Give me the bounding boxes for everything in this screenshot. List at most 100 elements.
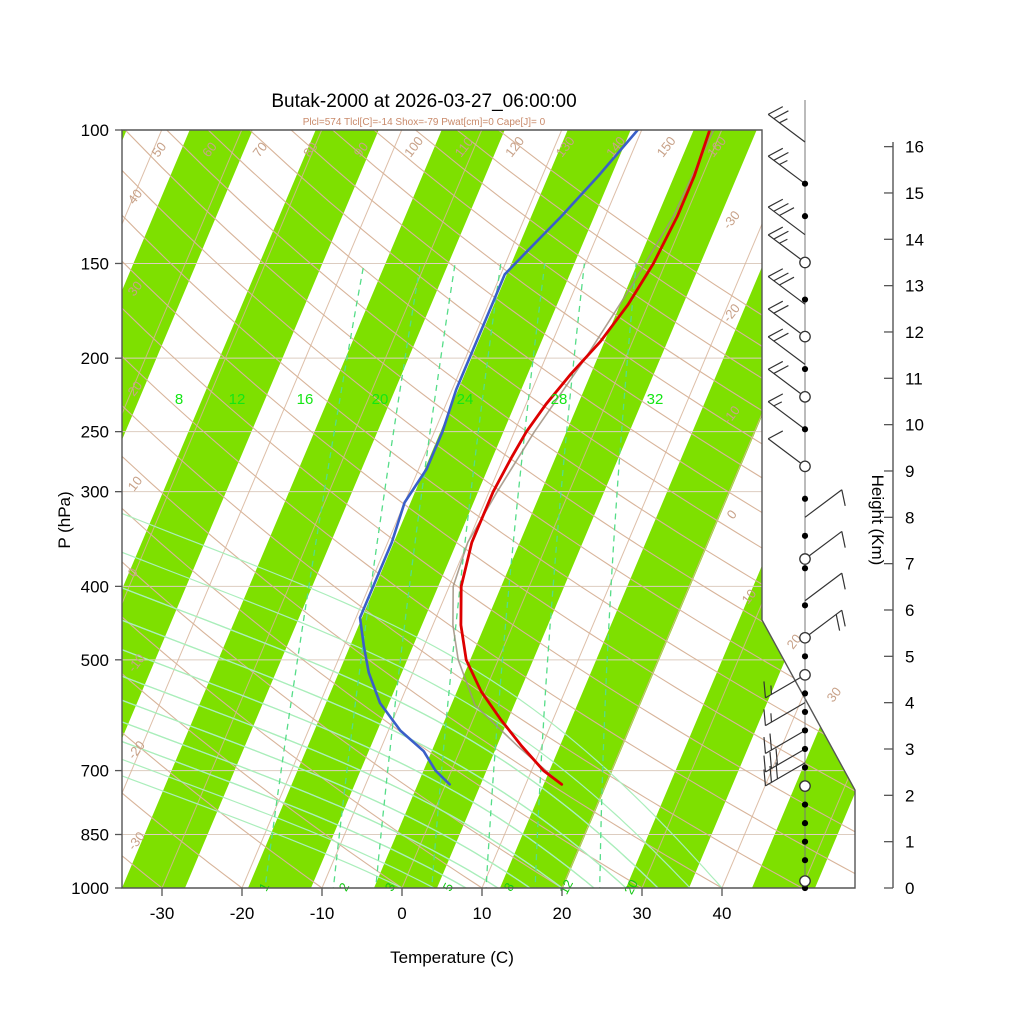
wind-level-dot	[801, 495, 809, 502]
mixing-ratio-label: 12	[556, 877, 576, 897]
height-tick-label: 2	[905, 786, 914, 805]
wind-level-dot	[801, 602, 809, 609]
isotherm-line	[721, 130, 855, 888]
wind-level-dot	[801, 838, 809, 845]
wind-barb	[767, 328, 806, 365]
dry-adiabat-line	[122, 130, 243, 888]
dry-adiabat-label: 30	[824, 684, 845, 705]
pressure-tick-label: 700	[81, 762, 109, 781]
height-tick-label: 11	[905, 369, 923, 388]
page-title: Butak-2000 at 2026-03-27_06:00:00	[271, 91, 576, 112]
moist-adiabat-label: 12	[229, 391, 246, 408]
wind-level-dot	[801, 365, 809, 373]
wind-barb	[767, 106, 806, 143]
moist-adiabat-label: 8	[175, 391, 183, 408]
height-tick-label: 5	[905, 647, 914, 666]
pressure-axis-label: P (hPa)	[55, 491, 74, 548]
wind-level-circle	[799, 553, 811, 565]
dry-adiabat-line	[122, 130, 643, 888]
wind-level-dot	[801, 532, 809, 539]
wind-level-circle	[799, 390, 811, 403]
wind-barb	[763, 674, 806, 699]
wind-barb	[804, 609, 846, 639]
mixing-ratio-label: 20	[621, 877, 641, 897]
wind-level-dot	[801, 565, 809, 572]
shaded-band	[248, 130, 631, 888]
wind-level-circle	[799, 780, 811, 792]
moist-adiabat-line	[122, 130, 531, 888]
dry-adiabat-line	[122, 130, 723, 888]
height-tick-label: 12	[905, 323, 924, 342]
isotherm-line	[0, 130, 2, 888]
page-subtitle: Plcl=574 Tlcl[C]=-14 Shox=-79 Pwat[cm]=0…	[303, 117, 546, 128]
wind-level-circle	[799, 631, 811, 644]
wind-level-dot	[801, 745, 809, 753]
dry-adiabat-line	[207, 130, 855, 888]
shaded-band	[122, 130, 379, 888]
dry-adiabat-line	[332, 130, 855, 888]
height-tick-label: 7	[905, 555, 914, 574]
height-tick-label: 16	[905, 138, 924, 157]
height-tick-label: 6	[905, 601, 914, 620]
wind-level-circle	[799, 669, 811, 681]
wind-barb	[763, 702, 806, 727]
pressure-tick-label: 1000	[71, 879, 109, 898]
moist-adiabat-label: 20	[372, 391, 389, 408]
moist-adiabat-label: 32	[647, 391, 664, 408]
dry-adiabat-line	[0, 130, 2, 888]
temperature-tick-label: 0	[397, 904, 406, 923]
moist-adiabat-label: 16	[297, 391, 314, 408]
temperature-tick-label: -20	[230, 904, 255, 923]
isotherm-line	[882, 130, 1024, 888]
dry-adiabat-line	[290, 130, 855, 888]
dry-adiabat-line	[122, 130, 323, 888]
pressure-tick-label: 250	[81, 423, 109, 442]
shaded-band	[374, 130, 757, 888]
wind-barb	[763, 729, 806, 754]
temperature-profile-line	[459, 130, 712, 786]
wind-level-dot	[801, 764, 809, 771]
temperature-tick-label: 30	[633, 904, 652, 923]
moist-adiabat-line	[122, 130, 627, 888]
height-tick-label: 0	[905, 879, 914, 898]
isotherm-line	[122, 130, 323, 888]
dry-adiabat-line	[122, 130, 855, 888]
moist-adiabat-line	[122, 130, 563, 888]
dry-adiabat-line	[122, 130, 563, 888]
height-tick-label: 1	[905, 833, 914, 852]
dry-adiabat-line	[122, 130, 855, 888]
dewpoint-profile-line	[358, 130, 639, 786]
isotherm-line	[401, 130, 723, 888]
pressure-tick-label: 200	[81, 349, 109, 368]
moist-adiabat-label: 28	[551, 391, 568, 408]
height-tick-label: 15	[905, 184, 924, 203]
moist-adiabat-line	[122, 130, 723, 888]
wind-level-dot	[801, 653, 809, 660]
moist-adiabat-line	[122, 130, 499, 888]
shaded-band	[122, 130, 505, 888]
wind-barb	[804, 572, 846, 602]
wind-level-dot	[801, 727, 809, 734]
moist-adiabat-line	[122, 130, 691, 888]
temperature-axis-label: Temperature (C)	[390, 948, 514, 967]
wind-barb	[767, 300, 806, 338]
dry-adiabat-line	[122, 130, 855, 888]
wind-level-circle	[799, 256, 811, 269]
height-tick-label: 3	[905, 740, 914, 759]
height-axis-label: Height (Km)	[868, 475, 887, 566]
wind-level-circle	[799, 330, 811, 343]
pressure-tick-label: 300	[81, 483, 109, 502]
wind-level-dot	[801, 296, 809, 303]
dry-adiabat-line	[122, 130, 803, 888]
height-tick-label: 10	[905, 416, 924, 435]
moist-adiabat-line	[122, 130, 435, 888]
wind-barb	[767, 268, 806, 305]
pressure-tick-label: 500	[81, 651, 109, 670]
wind-barb	[767, 198, 806, 236]
wind-barb	[767, 226, 806, 263]
wind-barbs	[763, 106, 846, 787]
wind-barb	[767, 393, 806, 430]
dry-adiabat-line	[122, 130, 855, 888]
